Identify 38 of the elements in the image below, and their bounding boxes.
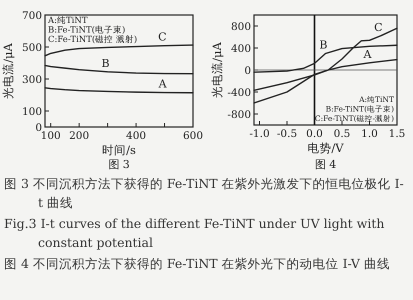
y-tick-label: -800 bbox=[227, 109, 251, 121]
y-tick-label: -400 bbox=[227, 87, 251, 99]
annotation: A:纯TiNT bbox=[47, 15, 88, 26]
y-tick-label: 500 bbox=[22, 42, 42, 54]
annotation: C:Fe-TiNT(磁控 溅射) bbox=[48, 34, 138, 45]
series-label: B bbox=[319, 38, 328, 52]
caption: 图 4 bbox=[314, 158, 336, 171]
x-tick-label: 0.5 bbox=[334, 128, 350, 140]
x-tick-label: 600 bbox=[182, 130, 204, 142]
caption: Fig.3 I-t curves of the different Fe-TiNT under UV light with constant potential bbox=[4, 215, 386, 252]
series-label: C bbox=[158, 30, 167, 44]
series-label: B bbox=[102, 56, 110, 70]
y-tick-label: 300 bbox=[22, 74, 42, 86]
y-tick-label: 0 bbox=[244, 65, 251, 77]
y-tick-label: 400 bbox=[230, 43, 251, 55]
x-tick-label: 100 bbox=[40, 130, 61, 142]
y-tick-label: 800 bbox=[230, 21, 251, 33]
x-tick-label: -1.0 bbox=[249, 128, 270, 140]
y-tick-label: 0 bbox=[35, 122, 42, 134]
y-axis-title: 光电流/μA bbox=[1, 42, 15, 99]
series-label: A bbox=[158, 78, 168, 91]
series-label: A bbox=[362, 48, 373, 61]
series-label: C bbox=[374, 20, 382, 34]
x-tick-label: 200 bbox=[69, 130, 90, 142]
x-tick-label: 1.0 bbox=[361, 128, 378, 140]
caption: 图 3 bbox=[108, 158, 130, 171]
x-tick-label: 0.0 bbox=[306, 128, 323, 140]
caption: 图 3 不同沉积方法下获得的 Fe-TiNT 在紫外光激发下的恒电位极化 I-t 曲线 bbox=[4, 175, 405, 212]
x-tick-label: 1.5 bbox=[388, 128, 406, 140]
x-axis-title: 时间/s bbox=[102, 143, 136, 157]
y-tick-label: 700 bbox=[22, 10, 42, 22]
x-axis-title: 电势/V bbox=[307, 141, 344, 155]
y-axis-title: 光电流/μA bbox=[210, 41, 224, 98]
caption: 图 4 不同沉积方法下获得的 Fe-TiNT 在紫外光下的动电位 I-V 曲线 bbox=[4, 255, 391, 273]
x-tick-label: -0.5 bbox=[276, 128, 298, 140]
x-tick-label: 400 bbox=[126, 130, 146, 142]
annotation: B:Fe-TiNT(电子束) bbox=[48, 24, 126, 36]
y-tick-label: 100 bbox=[22, 106, 42, 118]
